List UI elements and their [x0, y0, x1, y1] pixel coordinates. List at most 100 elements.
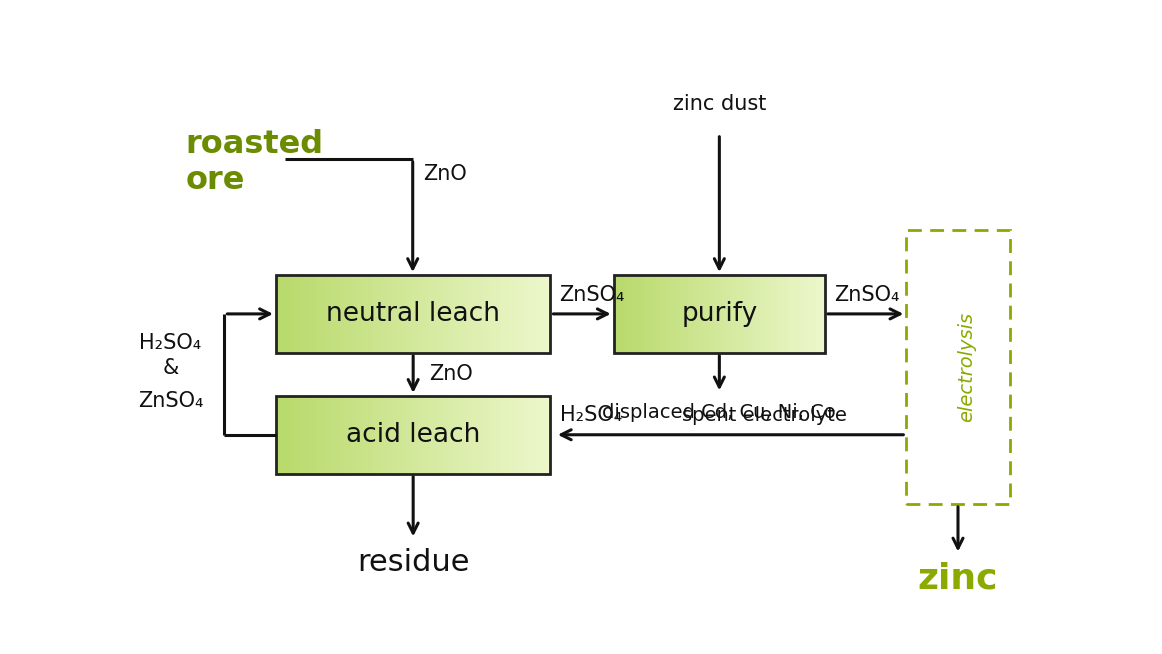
Text: electrolysis: electrolysis — [957, 312, 976, 422]
Bar — [461, 396, 465, 473]
Bar — [342, 275, 345, 353]
Bar — [287, 396, 290, 473]
Bar — [485, 275, 487, 353]
Bar — [548, 275, 552, 353]
Bar — [674, 275, 676, 353]
Bar — [781, 275, 783, 353]
Bar — [324, 396, 327, 473]
Bar — [502, 275, 505, 353]
Bar — [301, 275, 304, 353]
Bar — [289, 396, 293, 473]
Bar — [324, 275, 327, 353]
Bar — [310, 396, 314, 473]
Bar — [718, 275, 720, 353]
Bar — [733, 275, 736, 353]
Bar — [422, 275, 425, 353]
Bar — [798, 275, 802, 353]
Bar — [429, 396, 432, 473]
Bar — [804, 275, 806, 353]
Bar — [689, 275, 693, 353]
Bar — [811, 275, 813, 353]
Bar — [541, 275, 545, 353]
Bar — [431, 275, 435, 353]
Bar — [754, 275, 758, 353]
Bar — [400, 275, 402, 353]
Bar — [310, 275, 314, 353]
Bar — [514, 396, 517, 473]
Bar — [655, 275, 659, 353]
Text: residue: residue — [357, 548, 469, 577]
Bar — [438, 396, 442, 473]
Bar — [504, 275, 508, 353]
Bar — [426, 396, 430, 473]
Bar — [641, 275, 645, 353]
Bar — [791, 275, 795, 353]
Bar — [730, 275, 732, 353]
Bar — [808, 275, 810, 353]
Bar — [473, 275, 476, 353]
Bar — [652, 275, 655, 353]
Bar — [497, 396, 501, 473]
Bar — [296, 275, 300, 353]
Bar — [815, 275, 817, 353]
Bar — [544, 275, 547, 353]
Bar — [535, 275, 538, 353]
Bar — [383, 275, 387, 353]
Bar — [409, 275, 411, 353]
Bar — [370, 275, 373, 353]
Bar — [317, 275, 321, 353]
Bar — [285, 396, 288, 473]
Bar — [376, 275, 380, 353]
Bar — [278, 275, 281, 353]
Bar — [737, 275, 740, 353]
Bar — [353, 275, 357, 353]
Bar — [521, 396, 524, 473]
Bar — [696, 275, 700, 353]
Bar — [411, 275, 414, 353]
Bar — [489, 396, 492, 473]
Bar — [390, 396, 394, 473]
Bar — [275, 275, 279, 353]
Bar — [294, 275, 297, 353]
Bar — [480, 396, 482, 473]
Bar — [308, 275, 311, 353]
Bar — [722, 275, 724, 353]
Bar — [315, 275, 318, 353]
Bar — [433, 275, 437, 353]
Bar — [761, 275, 765, 353]
Bar — [397, 396, 401, 473]
Bar — [492, 275, 494, 353]
Bar — [333, 275, 336, 353]
Text: ZnO: ZnO — [423, 164, 467, 184]
Bar — [282, 396, 286, 473]
Bar — [535, 396, 538, 473]
Bar — [478, 275, 480, 353]
Bar — [322, 275, 325, 353]
Bar — [783, 275, 786, 353]
Text: ZnSO₄: ZnSO₄ — [834, 285, 899, 305]
Bar — [528, 396, 531, 473]
Bar — [275, 275, 551, 353]
Bar — [700, 275, 703, 353]
Text: ZnO: ZnO — [430, 364, 473, 385]
Bar — [530, 396, 533, 473]
Bar — [447, 396, 451, 473]
Bar — [749, 275, 752, 353]
Bar — [303, 275, 307, 353]
Bar — [278, 396, 281, 473]
Text: zinc dust: zinc dust — [673, 94, 766, 114]
Bar — [317, 396, 321, 473]
Bar — [367, 275, 371, 353]
Bar — [436, 396, 439, 473]
Bar — [374, 275, 378, 353]
Bar — [360, 275, 364, 353]
Bar — [475, 396, 478, 473]
Bar — [363, 275, 366, 353]
Bar — [383, 396, 387, 473]
Bar — [633, 275, 636, 353]
Bar — [358, 396, 361, 473]
Bar — [338, 275, 340, 353]
Bar — [468, 396, 472, 473]
Bar — [395, 275, 399, 353]
Bar — [346, 396, 350, 473]
